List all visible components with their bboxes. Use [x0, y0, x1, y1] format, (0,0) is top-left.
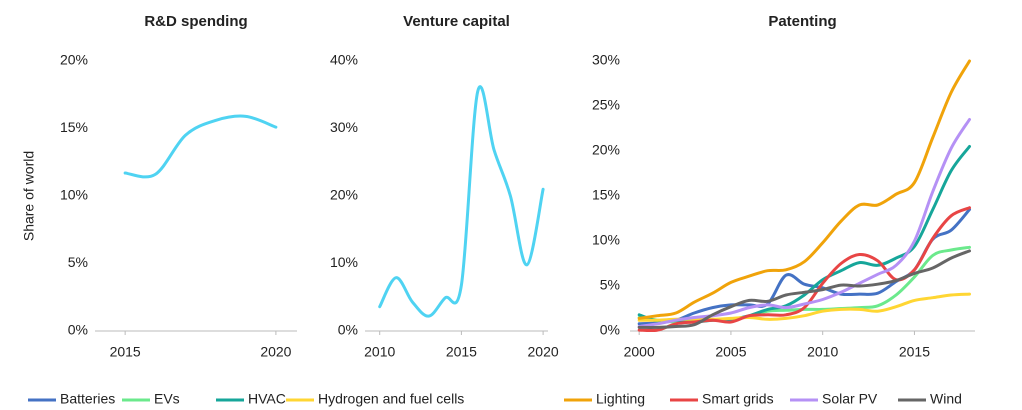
y-tick-label: 30% [330, 119, 358, 135]
y-tick-label: 20% [330, 187, 358, 203]
y-tick-label: 5% [68, 254, 88, 270]
legend-label: Batteries [60, 391, 115, 407]
y-tick-label: 5% [600, 277, 620, 293]
series-line [637, 249, 971, 329]
y-tick-label: 10% [60, 187, 88, 203]
chart-title: Venture capital [403, 13, 510, 30]
series-line [637, 118, 971, 328]
chart-title: Patenting [768, 13, 836, 30]
y-tick-label: 20% [592, 142, 620, 158]
legend-label: Hydrogen and fuel cells [318, 391, 464, 407]
x-tick-label: 2010 [364, 344, 395, 360]
y-tick-label: 40% [330, 52, 358, 68]
legend-label: Smart grids [702, 391, 774, 407]
y-axis-label: Share of world [21, 151, 37, 241]
x-tick-label: 2015 [110, 344, 141, 360]
x-tick-label: 2015 [899, 344, 930, 360]
x-tick-label: 2010 [807, 344, 838, 360]
y-tick-label: 15% [592, 187, 620, 203]
x-tick-label: 2020 [528, 344, 559, 360]
x-tick-label: 2015 [446, 344, 477, 360]
legend-label: EVs [154, 391, 180, 407]
y-tick-label: 15% [60, 119, 88, 135]
x-tick-label: 2020 [260, 344, 291, 360]
y-tick-label: 10% [330, 254, 358, 270]
x-tick-label: 2005 [715, 344, 746, 360]
legend-label: Wind [930, 391, 962, 407]
y-tick-label: 25% [592, 97, 620, 113]
y-tick-label: 0% [68, 322, 88, 338]
y-tick-label: 0% [600, 322, 620, 338]
series-line [637, 59, 971, 320]
chart-title: R&D spending [144, 13, 247, 30]
y-tick-label: 20% [60, 52, 88, 68]
series-line [123, 114, 278, 179]
legend-label: Solar PV [822, 391, 878, 407]
x-tick-label: 2000 [624, 344, 655, 360]
y-tick-label: 30% [592, 52, 620, 68]
series-line [637, 292, 971, 322]
series-line [378, 85, 545, 318]
legend-label: HVAC [248, 391, 286, 407]
y-tick-label: 0% [338, 322, 358, 338]
legend-label: Lighting [596, 391, 645, 407]
series-line [637, 206, 971, 333]
y-tick-label: 10% [592, 232, 620, 248]
